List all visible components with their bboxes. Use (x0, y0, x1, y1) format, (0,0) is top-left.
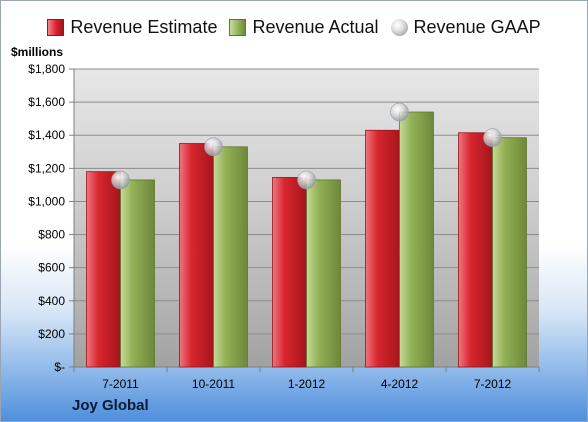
marker-revenue-gaap (297, 170, 316, 190)
bar-revenue-actual (399, 111, 434, 368)
legend-label-estimate: Revenue Estimate (70, 17, 218, 37)
legend-label-actual: Revenue Actual (252, 17, 379, 37)
bar-revenue-estimate (272, 177, 307, 368)
x-tick-label: 4-2012 (381, 377, 419, 391)
y-tick-label: $800 (38, 228, 65, 242)
bar-revenue-estimate (86, 171, 121, 368)
y-tick-label: $1,400 (28, 128, 65, 142)
y-axis-unit-label: $millions (11, 45, 64, 59)
company-name: Joy Global (72, 397, 149, 414)
x-tick-label: 7-2012 (474, 377, 512, 391)
marker-revenue-gaap (483, 128, 502, 148)
bar-revenue-actual (492, 137, 527, 368)
x-tick-label: 10-2011 (192, 377, 235, 391)
x-tick-label: 1-2012 (288, 377, 326, 391)
marker-revenue-gaap (204, 137, 223, 157)
marker-revenue-gaap (111, 170, 130, 190)
x-tick-label: 7-2011 (102, 377, 139, 391)
y-tick-label: $1,800 (28, 62, 65, 76)
legend-item-revenue-gaap: Revenue GAAP (390, 17, 541, 38)
y-tick-label: $1,000 (28, 194, 65, 208)
legend-swatch-gaap (390, 19, 408, 36)
y-tick-label: $200 (38, 327, 65, 341)
y-tick-label: $1,200 (28, 161, 65, 175)
y-tick-label: $- (54, 360, 65, 374)
marker-revenue-gaap (390, 102, 409, 122)
legend-label-gaap: Revenue GAAP (413, 17, 541, 37)
legend-swatch-actual (229, 19, 247, 36)
legend: Revenue Estimate Revenue Actual Revenue … (1, 17, 587, 38)
legend-item-revenue-actual: Revenue Actual (229, 17, 379, 38)
y-tick-label: $600 (38, 261, 65, 275)
legend-swatch-estimate (47, 19, 65, 36)
bar-revenue-actual (120, 179, 155, 368)
bar-revenue-estimate (365, 129, 400, 368)
y-tick-label: $400 (38, 294, 65, 308)
bar-revenue-actual (213, 146, 248, 368)
bar-revenue-estimate (179, 143, 214, 368)
bar-revenue-estimate (458, 132, 493, 368)
bar-revenue-actual (306, 179, 341, 368)
y-tick-label: $1,600 (28, 95, 65, 109)
legend-item-revenue-estimate: Revenue Estimate (47, 17, 217, 38)
